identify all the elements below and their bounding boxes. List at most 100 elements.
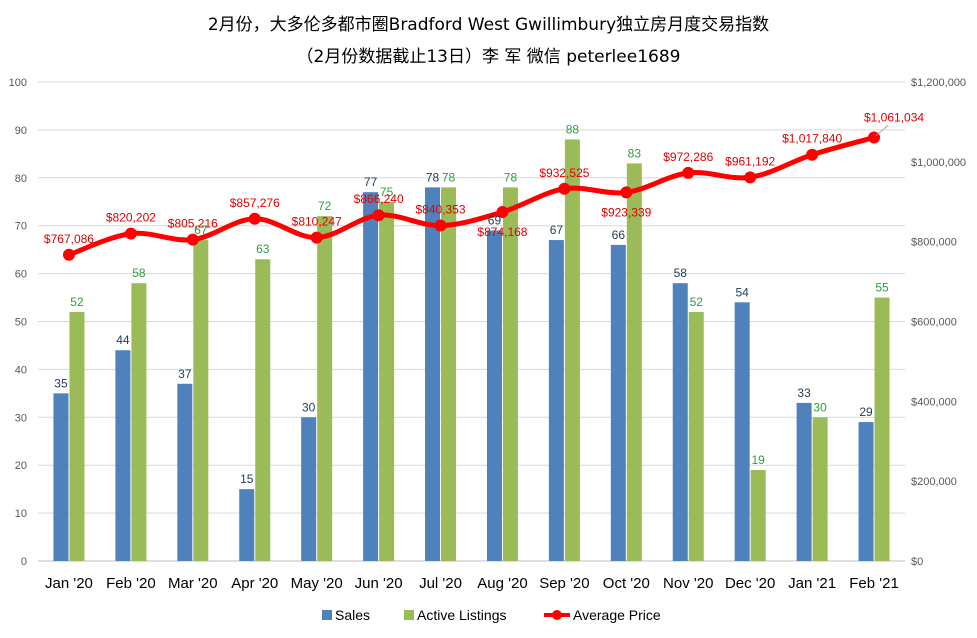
bar-active-listings [193,240,209,561]
data-label-sales: 15 [240,472,254,486]
data-label-active-listings: 78 [442,170,456,184]
data-label-average-price: $866,240 [354,192,404,206]
bar-sales [858,422,874,561]
x-tick-label: Oct '20 [603,575,650,592]
data-label-sales: 66 [612,228,626,242]
data-label-average-price: $961,192 [725,154,775,168]
y-left-tick-label: 20 [15,460,27,472]
x-tick-label: Jun '20 [355,575,403,592]
data-label-average-price: $805,216 [168,217,218,231]
data-label-average-price: $932,525 [539,166,589,180]
data-label-active-listings: 52 [690,295,704,309]
data-label-average-price: $767,086 [44,232,94,246]
data-label-sales: 30 [302,400,316,414]
average-price-point [62,248,75,261]
data-label-average-price: $1,061,034 [864,110,924,124]
chart-title: 2月份，大多伦多都市圈Bradford West Gwillimbury独立房月… [207,15,770,35]
bar-active-listings [874,297,890,561]
legend-label: Average Price [573,607,661,623]
data-label-sales: 35 [54,376,68,390]
data-label-active-listings: 63 [256,242,270,256]
line-series [62,131,881,261]
bar-active-listings [812,417,828,561]
y-left-tick-label: 60 [15,269,27,281]
bar-active-listings [69,311,85,561]
bar-sales [548,240,564,561]
data-label-active-listings: 30 [813,400,827,414]
average-price-point [744,171,757,184]
legend-swatch [322,610,332,620]
data-labels: 35 44 37 15 30 77 78 69 67 66 58 54 33 29 52 58 67 63 72 75… [44,110,924,486]
y-left-tick-label: 30 [15,412,27,424]
data-label-sales: 44 [116,333,130,347]
average-price-point [124,227,137,240]
y-right-tick-label: $200,000 [911,476,957,488]
x-tick-label: Nov '20 [663,575,713,592]
average-price-point [186,233,199,246]
bar-sales [363,192,379,562]
data-label-active-listings: 55 [875,281,889,295]
bar-sales [425,187,441,561]
data-label-average-price: $874,168 [477,225,527,239]
average-price-point [558,182,571,195]
bar-active-listings [379,201,395,561]
x-tick-label: Feb '20 [106,575,156,592]
data-label-sales: 54 [735,285,749,299]
bar-sales [53,393,69,561]
y-right-tick-label: $1,200,000 [911,77,966,89]
average-price-point [310,231,323,244]
data-label-average-price: $857,276 [230,196,280,210]
bar-active-listings [750,469,766,561]
y-right-tick-label: $400,000 [911,396,957,408]
y-axis-left: 0 10 20 30 40 50 60 70 80 90 100 [9,77,27,568]
data-label-average-price: $923,339 [601,205,651,219]
data-label-sales: 77 [364,175,378,189]
bar-active-listings [131,283,147,561]
bar-sales [610,244,626,562]
x-tick-label: May '20 [291,575,343,592]
y-left-tick-label: 40 [15,364,27,376]
x-tick-label: Aug '20 [477,575,527,592]
x-tick-label: Feb '21 [849,575,899,592]
data-label-sales: 37 [178,367,192,381]
legend: Sales Active Listings Average Price [322,607,661,623]
data-label-average-price: $1,017,840 [782,132,842,146]
bar-sales [115,350,131,561]
y-axis-right: $0 $200,000 $400,000 $600,000 $800,000 $1,000… [911,77,966,568]
data-label-active-listings: 52 [70,295,84,309]
average-price-point [620,186,633,199]
bar-sales [734,302,750,561]
chart-subtitle: （2月份数据截止13日）李 军 微信 peterlee1689 [296,47,681,67]
bar-sales [672,283,688,561]
y-left-tick-label: 80 [15,173,27,185]
data-label-active-listings: 72 [318,199,332,213]
bar-sales [239,489,255,561]
bar-sales [301,417,317,561]
legend-swatch-marker [552,610,562,620]
data-label-active-listings: 58 [132,266,146,280]
x-axis: Jan '20 Feb '20 Mar '20 Apr '20 May '20 Jun '… [38,560,905,592]
x-tick-label: Jul '20 [419,575,462,592]
bar-active-listings [688,311,704,561]
bar-sales [177,383,193,561]
x-tick-label: Dec '20 [725,575,775,592]
legend-label: Active Listings [417,607,506,623]
y-left-tick-label: 50 [15,317,27,329]
data-label-average-price: $820,202 [106,211,156,225]
average-price-point [434,219,447,232]
bar-active-listings [502,187,518,561]
x-tick-label: Jan '21 [788,575,836,592]
bar-sales [486,230,502,562]
legend-swatch [404,610,414,620]
data-label-active-listings: 67 [194,223,208,237]
data-label-sales: 58 [674,266,688,280]
data-label-active-listings: 83 [628,146,642,160]
data-label-sales: 78 [426,170,440,184]
bar-active-listings [317,216,333,561]
data-label-sales: 33 [797,386,811,400]
data-label-active-listings: 88 [566,122,580,136]
y-right-tick-label: $1,000,000 [911,157,966,169]
y-left-tick-label: 90 [15,125,27,137]
average-price-point [806,148,819,161]
